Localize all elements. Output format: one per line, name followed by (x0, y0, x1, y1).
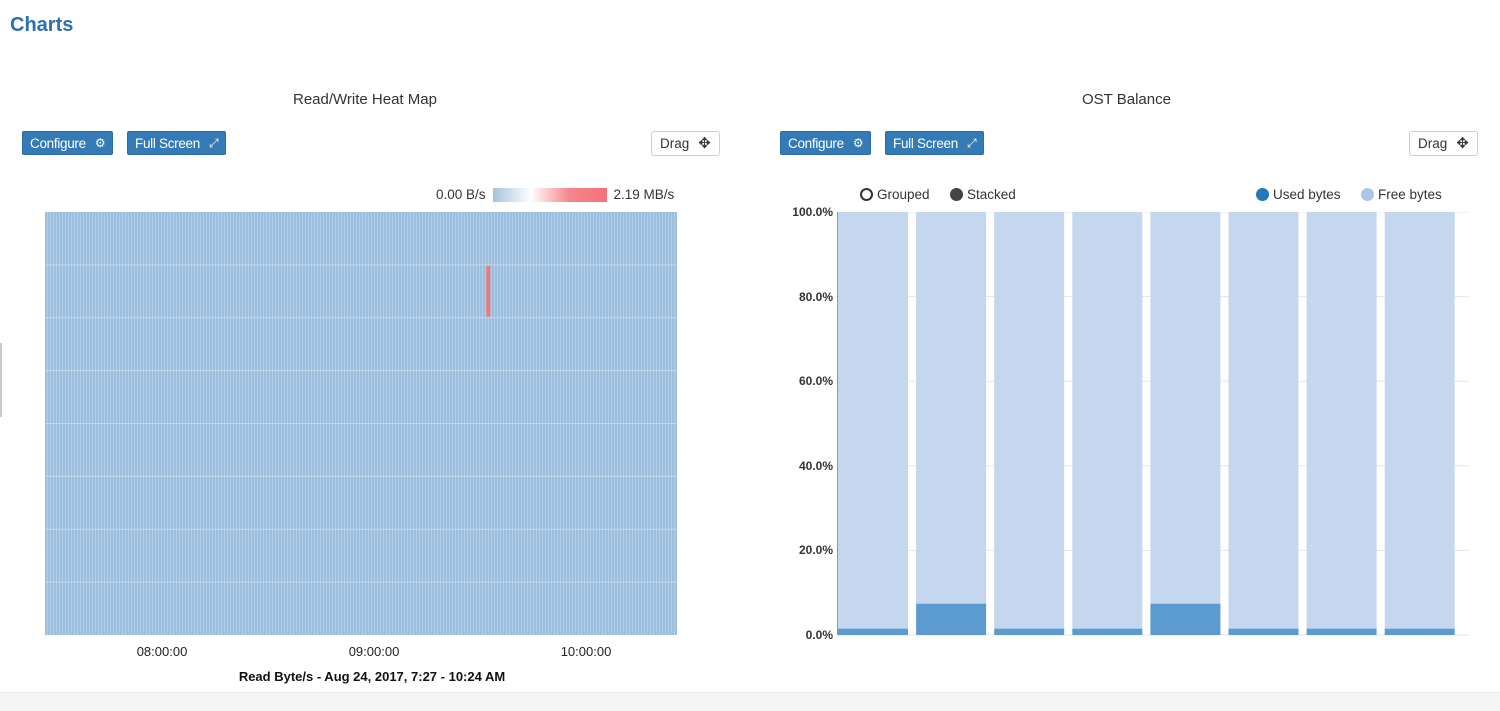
ost-bar-used[interactable] (1306, 628, 1377, 635)
heatmap-panel: Read/Write Heat Map Configure ⚙ Full Scr… (0, 0, 745, 692)
ost-drag-button[interactable]: Drag ✥ (1409, 131, 1478, 156)
ost-balance-panel: OST Balance Configure ⚙ Full Screen ⤢ Dr… (745, 0, 1500, 692)
heatmap-xtick: 08:00:00 (136, 644, 188, 659)
expand-icon: ⤢ (208, 136, 219, 150)
legend-used-label: Used bytes (1273, 187, 1341, 202)
drag-label: Drag (660, 136, 690, 151)
heatmap-xtick: 09:00:00 (348, 644, 400, 659)
heatmap-chart[interactable] (45, 212, 677, 635)
ost-bar-free[interactable] (916, 212, 987, 604)
ost-balance-chart[interactable] (837, 212, 1469, 637)
used-bytes-swatch-icon (1256, 188, 1269, 201)
ost-balance-title: OST Balance (1082, 91, 1171, 108)
heatmap-xtick: 10:00:00 (560, 644, 612, 659)
ost-bar-free[interactable] (1384, 212, 1455, 629)
ost-bar-used[interactable] (1384, 628, 1455, 635)
ost-bar-free[interactable] (1306, 212, 1377, 629)
legend-free-label: Free bytes (1378, 187, 1442, 202)
ost-ytick: 0.0% (805, 628, 833, 642)
ost-bar-used[interactable] (994, 628, 1065, 635)
page-title: Charts (10, 14, 74, 36)
legend-used-bytes[interactable]: Used bytes (1256, 187, 1341, 202)
heatmap-background (45, 212, 677, 635)
ost-ytick: 60.0% (798, 374, 833, 388)
grouped-label: Grouped (877, 187, 930, 202)
move-icon: ✥ (698, 135, 711, 152)
fullscreen-label: Full Screen (135, 135, 200, 151)
expand-icon: ⤢ (966, 136, 977, 150)
fullscreen-label: Full Screen (893, 135, 958, 151)
heatmap-hot-cell[interactable] (486, 265, 491, 317)
scroll-edge-marker (0, 343, 2, 417)
ost-ytick: 80.0% (798, 290, 833, 304)
ost-bar-free[interactable] (838, 212, 908, 629)
radio-off-icon (860, 188, 873, 201)
radio-on-icon (950, 188, 963, 201)
grouped-toggle[interactable]: Grouped (860, 187, 930, 202)
heatmap-drag-button[interactable]: Drag ✥ (651, 131, 720, 156)
heatmap-title: Read/Write Heat Map (293, 91, 437, 108)
configure-label: Configure (30, 135, 86, 151)
ost-bar-free[interactable] (1072, 212, 1143, 629)
drag-label: Drag (1418, 136, 1448, 151)
footer-band (0, 692, 1500, 711)
ost-bar-used[interactable] (1228, 628, 1299, 635)
ost-ytick: 40.0% (798, 459, 833, 473)
heatmap-legend-gradient (492, 187, 607, 202)
stacked-label: Stacked (967, 187, 1016, 202)
ost-bar-free[interactable] (1150, 212, 1221, 604)
ost-ytick: 20.0% (798, 543, 833, 557)
ost-bar-used[interactable] (1072, 628, 1143, 635)
heatmap-legend-max: 2.19 MB/s (613, 187, 675, 202)
heatmap-configure-button[interactable]: Configure ⚙ (22, 131, 114, 155)
ost-bar-free[interactable] (1228, 212, 1299, 629)
configure-label: Configure (788, 135, 844, 151)
free-bytes-swatch-icon (1361, 188, 1374, 201)
stacked-toggle[interactable]: Stacked (950, 187, 1016, 202)
legend-free-bytes[interactable]: Free bytes (1361, 187, 1442, 202)
move-icon: ✥ (1456, 135, 1469, 152)
heatmap-x-axis-label: Read Byte/s - Aug 24, 2017, 7:27 - 10:24… (238, 669, 506, 684)
ost-bar-used[interactable] (838, 628, 908, 635)
heatmap-legend-min: 0.00 B/s (436, 187, 486, 202)
heatmap-color-legend: 0.00 B/s 2.19 MB/s (436, 187, 674, 202)
ost-bar-used[interactable] (1150, 603, 1221, 635)
ost-ytick: 100.0% (792, 205, 833, 219)
heatmap-fullscreen-button[interactable]: Full Screen ⤢ (127, 131, 227, 155)
ost-configure-button[interactable]: Configure ⚙ (780, 131, 872, 155)
gear-icon: ⚙ (852, 136, 864, 150)
ost-bar-used[interactable] (916, 603, 987, 635)
gear-icon: ⚙ (94, 136, 106, 150)
ost-fullscreen-button[interactable]: Full Screen ⤢ (885, 131, 985, 155)
ost-bar-free[interactable] (994, 212, 1065, 629)
